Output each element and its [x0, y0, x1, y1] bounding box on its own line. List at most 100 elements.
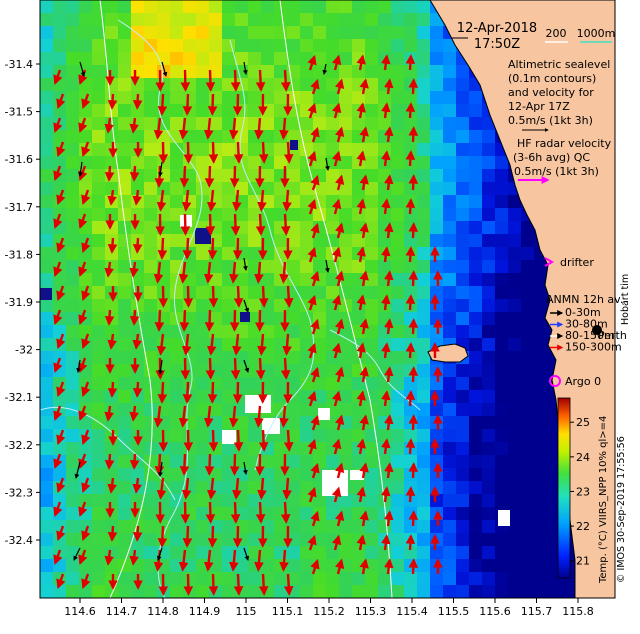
- sst-cell: [66, 13, 79, 26]
- sst-cell: [482, 364, 495, 377]
- sst-cell: [196, 572, 209, 585]
- sst-cell: [404, 312, 417, 325]
- velocity-arrow: [112, 526, 113, 540]
- sst-cell: [456, 273, 469, 286]
- sst-cell: [456, 195, 469, 208]
- sst-cell: [261, 52, 274, 65]
- sst-cell: [339, 520, 352, 533]
- sst-cell: [287, 351, 300, 364]
- colorbar-tick-label: 25: [576, 416, 590, 429]
- velocity-arrow: [413, 272, 414, 286]
- sst-cell: [92, 585, 105, 598]
- velocity-arrow: [187, 94, 188, 114]
- sst-cell: [40, 572, 53, 585]
- sst-cell: [170, 390, 183, 403]
- sst-cell: [40, 130, 53, 143]
- sst-cell: [105, 13, 118, 26]
- velocity-arrow: [112, 382, 113, 396]
- cloud-gap: [222, 430, 236, 444]
- sst-cell: [183, 91, 196, 104]
- sst-cell: [105, 78, 118, 91]
- sst-cell: [339, 377, 352, 390]
- sst-cell: [196, 325, 209, 338]
- sst-cell: [339, 546, 352, 559]
- sst-cell: [404, 91, 417, 104]
- sst-cell: [195, 228, 211, 244]
- sst-cell: [40, 416, 53, 429]
- sst-cell: [430, 169, 443, 182]
- sst-cell: [118, 286, 131, 299]
- sst-cell: [313, 390, 326, 403]
- sst-cell: [469, 104, 482, 117]
- sst-cell: [534, 585, 547, 598]
- sst-cell: [391, 403, 404, 416]
- sst-cell: [235, 416, 248, 429]
- sst-cell: [469, 91, 482, 104]
- sst-cell: [144, 299, 157, 312]
- sst-cell: [469, 520, 482, 533]
- sst-cell: [170, 286, 183, 299]
- sst-cell: [313, 260, 326, 273]
- velocity-arrow: [258, 550, 260, 570]
- sst-cell: [417, 325, 430, 338]
- sst-cell: [365, 26, 378, 39]
- sst-cell: [287, 494, 300, 507]
- sst-cell: [105, 325, 118, 338]
- sst-cell: [196, 13, 209, 26]
- sst-cell: [391, 117, 404, 130]
- sst-cell: [40, 507, 53, 520]
- velocity-arrow: [413, 176, 414, 190]
- sst-cell: [443, 221, 456, 234]
- sst-cell: [352, 403, 365, 416]
- sst-cell: [365, 156, 378, 169]
- sst-cell: [144, 234, 157, 247]
- velocity-arrow: [410, 296, 411, 310]
- sst-cell: [66, 533, 79, 546]
- sst-cell: [521, 325, 534, 338]
- sst-cell: [534, 429, 547, 442]
- sst-cell: [456, 169, 469, 182]
- sst-cell: [170, 338, 183, 351]
- sst-cell: [430, 156, 443, 169]
- sst-cell: [430, 65, 443, 78]
- sst-cell: [404, 455, 417, 468]
- sst-cell: [53, 182, 66, 195]
- velocity-arrow: [238, 382, 239, 402]
- velocity-arrow: [288, 286, 289, 306]
- velocity-arrow: [283, 262, 285, 282]
- sst-cell: [430, 585, 443, 598]
- sst-cell: [261, 26, 274, 39]
- sst-cell: [456, 585, 469, 598]
- sst-cell: [92, 52, 105, 65]
- velocity-arrow: [410, 56, 411, 70]
- sst-cell: [118, 520, 131, 533]
- sst-cell: [443, 403, 456, 416]
- sst-cell: [92, 273, 105, 286]
- sst-cell: [482, 208, 495, 221]
- sst-cell: [40, 0, 53, 13]
- sst-cell: [339, 117, 352, 130]
- sst-cell: [404, 585, 417, 598]
- sst-cell: [66, 364, 79, 377]
- sst-cell: [196, 533, 209, 546]
- sst-cell: [92, 533, 105, 546]
- sst-cell: [287, 26, 300, 39]
- sst-cell: [430, 104, 443, 117]
- sst-cell: [495, 442, 508, 455]
- sst-cell: [430, 130, 443, 143]
- sst-cell: [40, 78, 53, 91]
- sst-cell: [443, 377, 456, 390]
- x-tick-label: 115.2: [313, 605, 345, 618]
- sst-cell: [40, 533, 53, 546]
- sst-cell: [326, 13, 339, 26]
- sst-cell: [469, 429, 482, 442]
- sst-cell: [196, 559, 209, 572]
- x-tick-label: 114.6: [64, 605, 96, 618]
- sst-cell: [430, 182, 443, 195]
- sst-cell: [508, 377, 521, 390]
- y-tick-label: -31.8: [5, 248, 33, 261]
- sst-cell: [144, 494, 157, 507]
- perth-label: Perth: [598, 329, 627, 342]
- velocity-arrow: [285, 358, 286, 378]
- sst-cell: [196, 481, 209, 494]
